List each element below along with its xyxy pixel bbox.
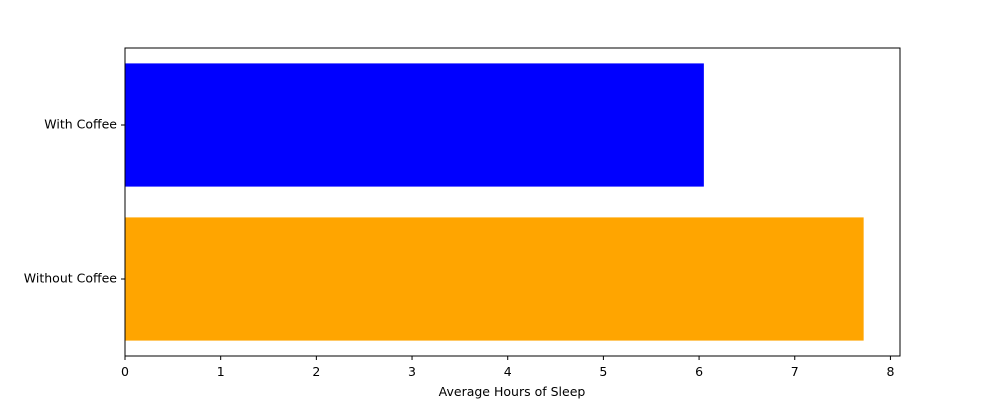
x-tick-label: 1 bbox=[217, 364, 225, 379]
x-tick-label: 3 bbox=[408, 364, 416, 379]
y-axis: With Coffee Without Coffee bbox=[24, 117, 125, 286]
x-tick-label: 5 bbox=[599, 364, 607, 379]
x-axis: 0 1 2 3 4 5 6 7 8 bbox=[121, 356, 894, 379]
y-tick-label: Without Coffee bbox=[24, 271, 118, 286]
x-tick-label: 6 bbox=[695, 364, 703, 379]
y-tick-label: With Coffee bbox=[44, 117, 117, 132]
bar-with-coffee bbox=[125, 63, 704, 187]
x-tick-label: 0 bbox=[121, 364, 129, 379]
x-tick-label: 2 bbox=[312, 364, 320, 379]
bars-layer bbox=[125, 63, 864, 341]
plot-frame bbox=[124, 47, 901, 357]
bar-without-coffee bbox=[125, 217, 864, 341]
x-tick-label: 7 bbox=[791, 364, 799, 379]
x-axis-title: Average Hours of Sleep bbox=[439, 384, 586, 399]
x-tick-label: 4 bbox=[504, 364, 512, 379]
x-tick-label: 8 bbox=[886, 364, 894, 379]
